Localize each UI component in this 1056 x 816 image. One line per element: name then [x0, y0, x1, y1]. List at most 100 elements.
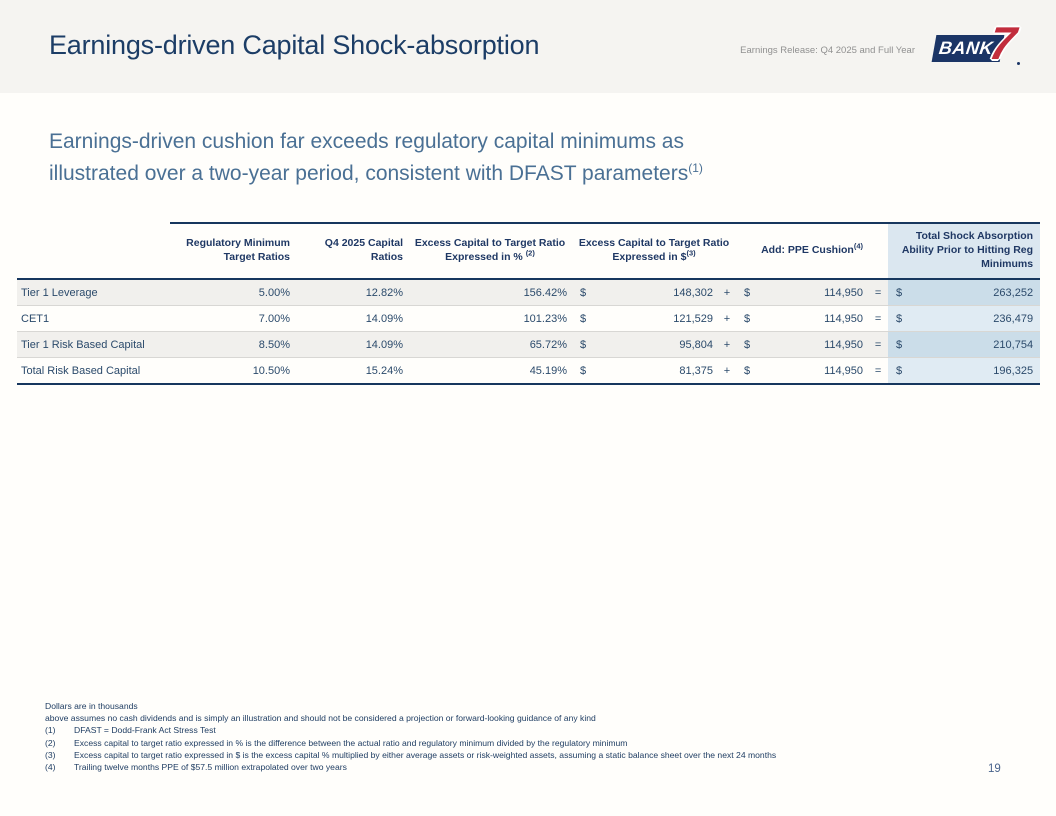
footnote-number: (3) — [45, 749, 56, 760]
footnote-number: (4) — [45, 762, 56, 773]
cell-total-shock: 210,754 — [914, 331, 1041, 358]
dollar-sign: $ — [572, 357, 596, 385]
footnote-line: (2) Excess capital to target ratio expre… — [45, 737, 995, 749]
cell-q4-ratio: 15.24% — [295, 357, 408, 385]
dollar-sign: $ — [888, 331, 915, 358]
col-header-label: Excess Capital to Target Ratio Expressed… — [414, 237, 566, 263]
footnote-text: above assumes no cash dividends and is s… — [45, 713, 596, 724]
footnote-line: (3) Excess capital to target ratio expre… — [45, 749, 995, 761]
col-header-excess-usd: Excess Capital to Target Ratio Expressed… — [572, 222, 737, 280]
footnote-ref: (4) — [853, 241, 863, 251]
cell-reg-min: 5.00% — [170, 279, 295, 306]
page-title: Earnings-driven Capital Shock-absorption — [49, 30, 540, 60]
dollar-sign: $ — [888, 279, 915, 306]
logo-bank-text: BANK — [937, 38, 995, 58]
bank7-logo: BANK 7 — [931, 17, 1020, 69]
logo-registered-dot — [1017, 62, 1020, 65]
col-header-excess-pct: Excess Capital to Target Ratio Expressed… — [408, 222, 572, 280]
cell-reg-min: 8.50% — [170, 331, 295, 358]
footnote-line: Dollars are in thousands — [45, 700, 995, 712]
cell-reg-min: 10.50% — [170, 357, 295, 385]
col-header-label: Total Shock Absorption Ability Prior to … — [901, 230, 1034, 270]
cell-ppe-cushion: 114,950 — [760, 305, 869, 332]
dollar-sign: $ — [888, 357, 915, 385]
logo-seven-numeral: 7 — [986, 17, 1020, 69]
equals-sign: = — [868, 357, 889, 385]
capital-ratios-table: Regulatory Minimum Target Ratios Q4 2025… — [17, 222, 1041, 385]
table-row: CET1 7.00% 14.09% 101.23% $ 121,529 + $ … — [17, 305, 1041, 332]
footnote-line: above assumes no cash dividends and is s… — [45, 712, 995, 724]
col-header-label: Q4 2025 Capital Ratios — [324, 237, 403, 263]
row-label: Tier 1 Risk Based Capital — [17, 331, 170, 358]
col-header-reg-min: Regulatory Minimum Target Ratios — [170, 222, 295, 280]
cell-q4-ratio: 14.09% — [295, 331, 408, 358]
equals-sign: = — [868, 331, 889, 358]
footnote-line: (4) Trailing twelve months PPE of $57.5 … — [45, 761, 995, 773]
col-header-label: Add: PPE Cushion — [761, 244, 854, 257]
table-row: Tier 1 Risk Based Capital 8.50% 14.09% 6… — [17, 331, 1041, 358]
dollar-sign: $ — [736, 357, 761, 385]
footnote-text: DFAST = Dodd-Frank Act Stress Test — [74, 725, 216, 736]
row-label: CET1 — [17, 305, 170, 332]
subtitle-line: Earnings-driven cushion far exceeds regu… — [49, 130, 684, 153]
cell-excess-usd: 148,302 — [596, 279, 718, 306]
cell-excess-pct: 45.19% — [408, 357, 572, 385]
dollar-sign: $ — [736, 331, 761, 358]
footnote-text: Excess capital to target ratio expressed… — [74, 749, 777, 760]
col-header-total-shock: Total Shock Absorption Ability Prior to … — [888, 222, 1041, 280]
cell-excess-usd: 121,529 — [596, 305, 718, 332]
cell-reg-min: 7.00% — [170, 305, 295, 332]
cell-total-shock: 263,252 — [914, 279, 1041, 306]
footnotes: Dollars are in thousands above assumes n… — [45, 700, 995, 773]
row-label: Total Risk Based Capital — [17, 357, 170, 385]
col-header-empty — [17, 223, 170, 280]
footnote-text: Trailing twelve months PPE of $57.5 mill… — [74, 762, 347, 773]
footnote-ref: (3) — [686, 248, 696, 258]
equals-sign: = — [868, 305, 889, 332]
footnote-ref: (2) — [525, 248, 535, 258]
table-row: Total Risk Based Capital 10.50% 15.24% 4… — [17, 357, 1041, 385]
subtitle-footnote-ref: (1) — [688, 161, 703, 175]
col-header-label: Regulatory Minimum Target Ratios — [186, 237, 290, 263]
dollar-sign: $ — [572, 279, 596, 306]
dollar-sign: $ — [736, 279, 761, 306]
dollar-sign: $ — [572, 331, 596, 358]
plus-sign: + — [718, 357, 737, 385]
col-header-label: Excess Capital to Target Ratio Expressed… — [578, 237, 730, 263]
cell-total-shock: 196,325 — [914, 357, 1041, 385]
cell-ppe-cushion: 114,950 — [760, 357, 869, 385]
dollar-sign: $ — [736, 305, 761, 332]
footnote-number: (2) — [45, 737, 56, 748]
row-label: Tier 1 Leverage — [17, 279, 170, 306]
cell-ppe-cushion: 114,950 — [760, 331, 869, 358]
cell-excess-pct: 156.42% — [408, 279, 572, 306]
cell-excess-pct: 65.72% — [408, 331, 572, 358]
plus-sign: + — [718, 331, 737, 358]
col-header-ppe-cushion: Add: PPE Cushion(4) — [736, 222, 889, 280]
plus-sign: + — [718, 279, 737, 306]
table-row: Tier 1 Leverage 5.00% 12.82% 156.42% $ 1… — [17, 279, 1041, 306]
slide-header-band: Earnings-driven Capital Shock-absorption… — [0, 0, 1056, 93]
cell-excess-pct: 101.23% — [408, 305, 572, 332]
page-number: 19 — [988, 763, 1001, 775]
slide-subtitle: Earnings-driven cushion far exceeds regu… — [49, 126, 829, 190]
footnote-number: (1) — [45, 725, 56, 736]
footnote-text: Dollars are in thousands — [45, 701, 138, 711]
cell-ppe-cushion: 114,950 — [760, 279, 869, 306]
cell-q4-ratio: 14.09% — [295, 305, 408, 332]
equals-sign: = — [868, 279, 889, 306]
plus-sign: + — [718, 305, 737, 332]
release-label: Earnings Release: Q4 2025 and Full Year — [740, 45, 915, 56]
cell-total-shock: 236,479 — [914, 305, 1041, 332]
table-header-row: Regulatory Minimum Target Ratios Q4 2025… — [17, 222, 1041, 280]
cell-excess-usd: 95,804 — [596, 331, 718, 358]
cell-q4-ratio: 12.82% — [295, 279, 408, 306]
cell-excess-usd: 81,375 — [596, 357, 718, 385]
col-header-q4-ratios: Q4 2025 Capital Ratios — [295, 222, 408, 280]
subtitle-line: illustrated over a two-year period, cons… — [49, 162, 689, 185]
dollar-sign: $ — [572, 305, 596, 332]
dollar-sign: $ — [888, 305, 915, 332]
footnote-text: Excess capital to target ratio expressed… — [74, 737, 628, 748]
footnote-line: (1) DFAST = Dodd-Frank Act Stress Test — [45, 724, 995, 736]
